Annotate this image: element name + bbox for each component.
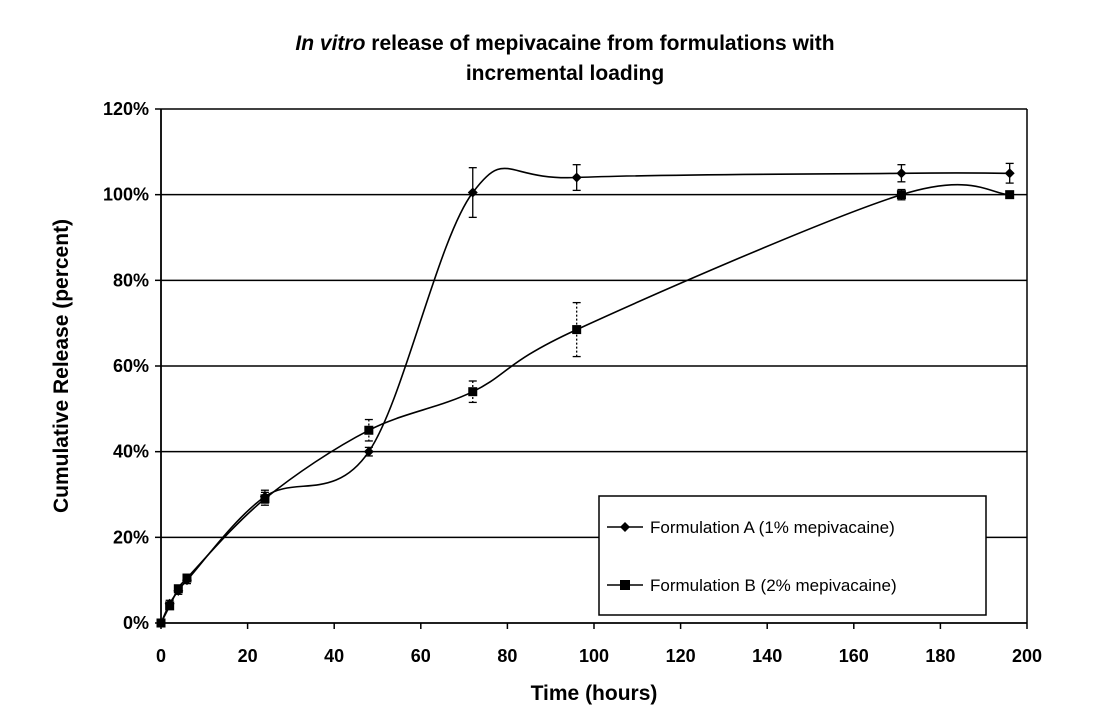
x-tick-label: 40	[324, 646, 344, 666]
chart-title-line2: incremental loading	[466, 62, 664, 85]
data-point-square	[572, 325, 582, 335]
data-point-square	[165, 601, 175, 611]
x-tick-label: 140	[752, 646, 782, 666]
legend-marker-square	[620, 580, 630, 590]
y-tick-label: 40%	[113, 442, 149, 462]
chart-title-rest: release of mepivacaine from formulations…	[365, 32, 834, 55]
y-tick-label: 20%	[113, 527, 149, 547]
data-point-square	[173, 584, 183, 594]
chart-title-italic: In vitro	[295, 32, 365, 55]
data-point-square	[1005, 190, 1015, 200]
x-tick-label: 120	[666, 646, 696, 666]
x-axis-title: Time (hours)	[531, 682, 658, 705]
data-point-square	[182, 573, 192, 583]
legend-marker-diamond	[620, 522, 630, 532]
data-point-diamond	[363, 446, 374, 457]
series-layer	[156, 162, 1015, 628]
y-tick-label: 120%	[103, 99, 149, 119]
x-tick-label: 180	[925, 646, 955, 666]
data-point-diamond	[571, 172, 582, 183]
y-tick-label: 80%	[113, 270, 149, 290]
data-point-square	[260, 494, 270, 504]
y-tick-label: 100%	[103, 185, 149, 205]
legend: Formulation A (1% mepivacaine) Formulati…	[598, 495, 987, 616]
axes	[155, 108, 1028, 629]
legend-label-a: Formulation A (1% mepivacaine)	[650, 518, 895, 537]
data-point-diamond	[467, 187, 478, 198]
x-tick-label: 160	[839, 646, 869, 666]
x-tick-label: 60	[411, 646, 431, 666]
y-axis-title: Cumulative Release (percent)	[50, 219, 73, 513]
x-tick-label: 80	[497, 646, 517, 666]
series-formulation-b	[156, 183, 1015, 628]
x-tick-label: 100	[579, 646, 609, 666]
data-point-diamond	[1004, 168, 1015, 179]
x-tick-label: 200	[1012, 646, 1042, 666]
data-point-square	[468, 387, 478, 397]
y-tick-label: 60%	[113, 356, 149, 376]
y-tick-label: 0%	[123, 613, 149, 633]
tick-labels: 0% 20% 40% 60% 80% 100% 120% 0 20 40 60 80 100 120 140…	[103, 99, 1042, 666]
data-point-square	[896, 190, 906, 200]
data-point-diamond	[896, 168, 907, 179]
x-tick-label: 0	[156, 646, 166, 666]
legend-label-b: Formulation B (2% mepivacaine)	[650, 576, 897, 595]
legend-box	[598, 495, 987, 616]
data-point-square	[364, 425, 374, 435]
x-tick-label: 20	[238, 646, 258, 666]
data-point-square	[156, 618, 166, 628]
chart-title-line1: In vitro release of mepivacaine from for…	[295, 32, 834, 55]
